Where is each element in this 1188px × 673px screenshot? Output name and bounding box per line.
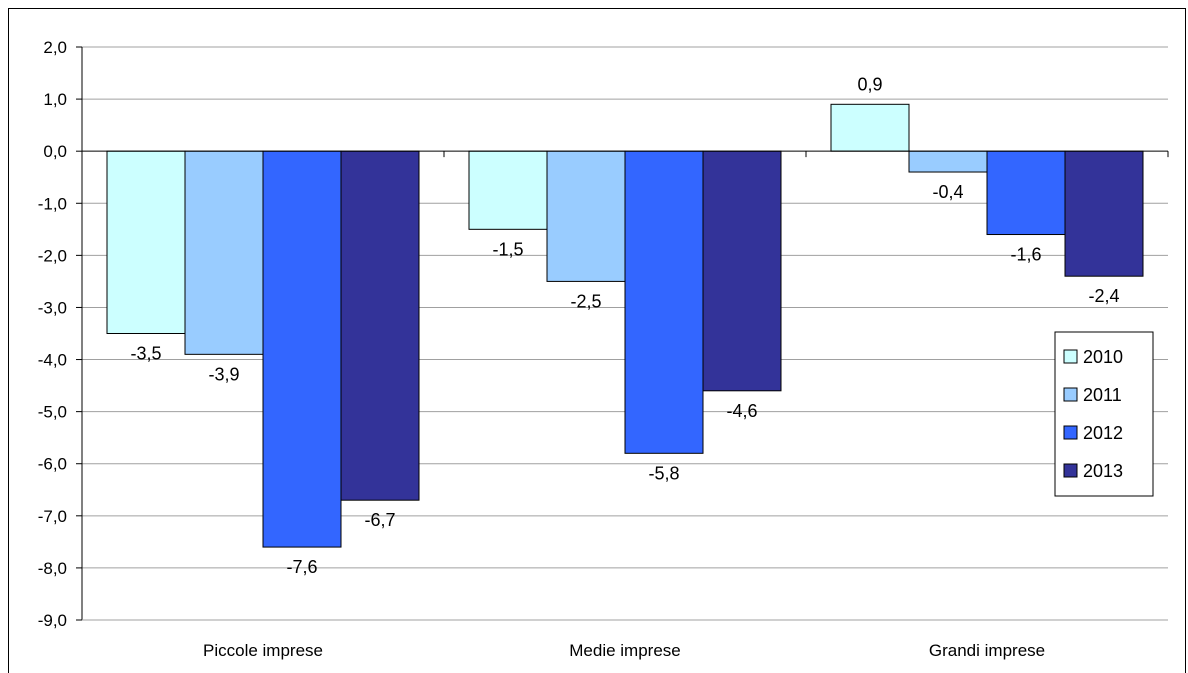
legend-swatch [1063,387,1078,402]
data-label: -3,5 [130,344,161,364]
data-label: -2,5 [570,291,601,311]
bar [1064,150,1144,277]
data-label: -5,8 [648,463,679,483]
chart-frame [8,8,1186,673]
legend-label: 2010 [1083,347,1123,367]
legend-swatch [1063,463,1078,478]
bar [986,150,1066,236]
bar [468,150,548,230]
y-tick-label: -5,0 [38,403,67,422]
data-label: -0,4 [932,182,963,202]
y-tick-label: -8,0 [38,559,67,578]
bar [830,103,910,152]
bar [702,150,782,392]
y-axis: 2,0 1,0 0,0 -1,0 -2,0 -3,0 -4,0 -5,0 -6,0 -7,0 -8,… [38,38,83,630]
y-tick-label: -4,0 [38,351,67,370]
category-label: Piccole imprese [203,641,323,660]
y-tick-label: 0,0 [43,142,67,161]
data-label: 0,9 [857,74,882,94]
bar [908,150,988,173]
data-label: -3,9 [208,364,239,384]
legend-swatch [1063,349,1078,364]
category-label: Medie imprese [569,641,681,660]
bar [184,150,264,355]
data-label: -1,5 [492,239,523,259]
x-axis: Piccole imprese Medie imprese Grandi impre… [81,150,1169,660]
bars [106,103,1144,548]
legend: 2010 2011 2012 2013 [1054,331,1154,497]
data-label: -6,7 [364,510,395,530]
bar [546,150,626,282]
bar [106,150,186,334]
y-tick-label: -6,0 [38,455,67,474]
y-tick-label: -2,0 [38,246,67,265]
y-tick-label: -9,0 [38,611,67,630]
data-label: -2,4 [1088,286,1119,306]
bar [262,150,342,548]
legend-label: 2012 [1083,423,1123,443]
bar [624,150,704,454]
data-labels: -3,5 -1,5 0,9 -3,9 -2,5 -0,4 -7,6 -5,8 -1,6 -6,7 -… [130,74,1119,577]
y-tick-label: -7,0 [38,507,67,526]
bar [340,150,420,501]
data-label: -1,6 [1010,245,1041,265]
legend-label: 2011 [1083,385,1122,405]
y-tick-label: -3,0 [38,298,67,317]
data-label: -7,6 [286,557,317,577]
legend-label: 2013 [1083,461,1123,481]
category-label: Grandi imprese [929,641,1045,660]
y-tick-label: 2,0 [43,38,67,57]
legend-swatch [1063,425,1078,440]
y-tick-label: -1,0 [38,194,67,213]
data-label: -4,6 [726,401,757,421]
y-tick-label: 1,0 [43,90,67,109]
